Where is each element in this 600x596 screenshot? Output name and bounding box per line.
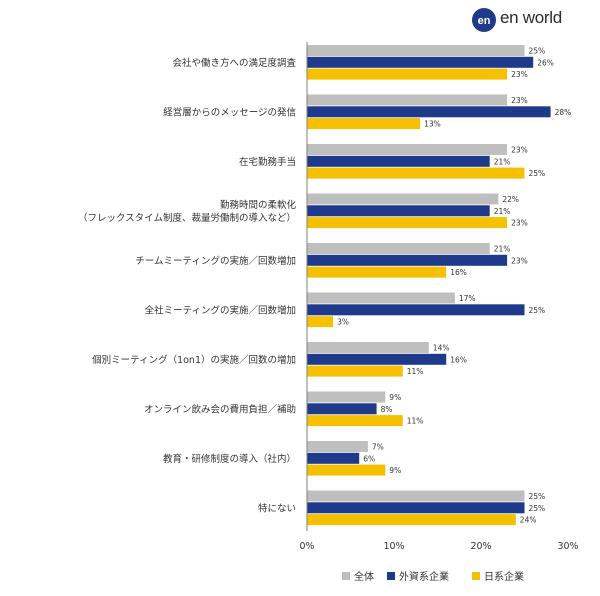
bar: [307, 415, 403, 427]
category-label: 特にない: [258, 502, 296, 514]
bar: [307, 118, 421, 130]
x-tick-label: 10%: [383, 541, 404, 552]
data-label: 22%: [502, 195, 519, 204]
bar: [307, 254, 508, 266]
data-label: 23%: [511, 146, 528, 155]
bar: [307, 441, 368, 452]
legend-label: 日系企業: [484, 570, 524, 583]
legend-swatch: [472, 572, 480, 580]
category-label: 全社ミーティングの実施／回数増加: [145, 304, 296, 316]
data-label: 21%: [494, 157, 511, 166]
bar: [307, 353, 447, 365]
x-tick-label: 20%: [470, 541, 491, 552]
bar: [307, 193, 499, 205]
legend-swatch: [342, 572, 350, 580]
bar: [307, 342, 429, 353]
data-label: 3%: [337, 318, 349, 327]
category-label: 勤務時間の柔軟化: [220, 199, 297, 211]
data-label: 14%: [433, 344, 450, 353]
data-label: 25%: [529, 492, 546, 501]
bar: [307, 391, 386, 403]
data-label: 23%: [511, 96, 528, 105]
data-label: 9%: [389, 393, 401, 402]
data-label: 23%: [511, 256, 528, 265]
category-label: （フレックスタイム制度、裁量労働制の導入など）: [78, 212, 296, 224]
x-tick-label: 30%: [557, 541, 578, 552]
en-logo-icon: en: [472, 8, 496, 32]
data-label: 16%: [450, 268, 467, 277]
bar: [307, 45, 525, 56]
data-label: 25%: [529, 169, 546, 178]
data-label: 25%: [529, 306, 546, 315]
bar: [307, 243, 490, 254]
data-label: 8%: [381, 405, 393, 414]
data-label: 16%: [450, 355, 467, 364]
legend-label: 外資系企業: [399, 570, 449, 583]
data-label: 21%: [494, 245, 511, 254]
brand-logo: en: [470, 6, 590, 34]
bar: [307, 56, 534, 68]
legend-label: 全体: [354, 570, 374, 583]
category-label: オンライン飲み会の費用負担／補助: [144, 403, 296, 415]
bar: [307, 266, 447, 278]
data-label: 11%: [407, 417, 424, 426]
category-label: 在宅勤務手当: [239, 156, 296, 168]
bar: [307, 502, 525, 514]
bar: [307, 365, 403, 377]
bar: [307, 217, 508, 229]
data-label: 25%: [529, 47, 546, 56]
x-tick-label: 0%: [299, 541, 314, 552]
bar: [307, 490, 525, 502]
data-label: 23%: [511, 70, 528, 79]
data-label: 23%: [511, 219, 528, 228]
data-label: 26%: [537, 58, 554, 67]
data-label: 17%: [459, 294, 476, 303]
data-label: 28%: [555, 108, 572, 117]
data-label: 25%: [529, 504, 546, 513]
brand-name: en world: [500, 8, 562, 27]
legend-swatch: [387, 572, 395, 580]
category-label: 経営層からのメッセージの発信: [163, 106, 296, 118]
bar: [307, 205, 490, 217]
bar: [307, 403, 377, 415]
bar: [307, 304, 525, 316]
logo-mark: en: [478, 15, 491, 27]
data-label: 13%: [424, 120, 441, 129]
category-label: 個別ミーティング（1on1）の実施／回数の増加: [92, 354, 296, 366]
category-label: チームミーティングの実施／回数増加: [135, 255, 296, 267]
bar: [307, 68, 508, 80]
data-label: 21%: [494, 207, 511, 216]
category-label: 教育・研修制度の導入（社内）: [163, 453, 296, 465]
bar: [307, 155, 490, 167]
data-label: 9%: [389, 466, 401, 475]
bar: [307, 94, 508, 106]
bar: [307, 144, 508, 155]
data-label: 11%: [407, 367, 424, 376]
data-label: 7%: [372, 443, 384, 452]
bar: [307, 514, 516, 526]
bar: [307, 452, 360, 464]
category-label: 会社や働き方への満足度調査: [172, 57, 296, 69]
bar: [307, 292, 455, 304]
bar: [307, 167, 525, 179]
bar: [307, 316, 334, 328]
data-label: 6%: [363, 454, 375, 463]
bar: [307, 464, 386, 476]
bar: [307, 106, 551, 118]
data-label: 24%: [520, 516, 537, 525]
